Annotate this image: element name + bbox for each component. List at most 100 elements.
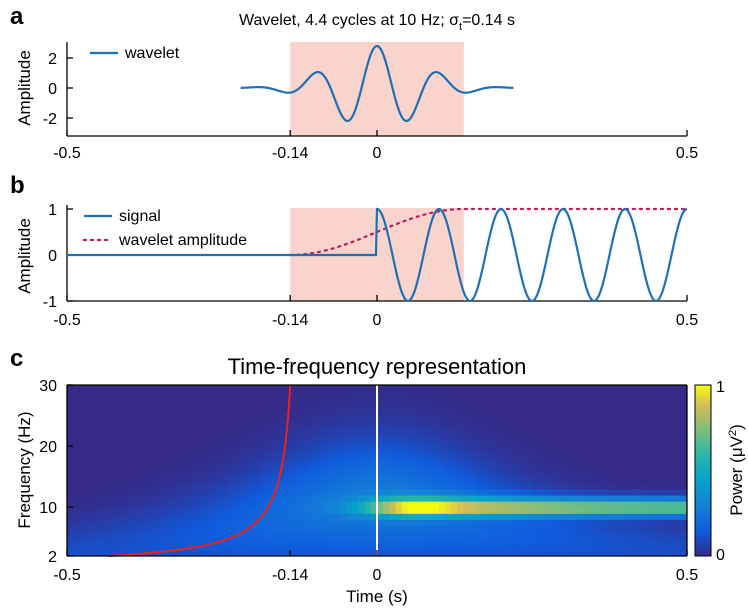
heatmap-cell <box>141 433 149 441</box>
heatmap-cell <box>612 482 620 490</box>
heatmap-cell <box>346 537 353 545</box>
heatmap-cell <box>432 531 440 539</box>
heatmap-cell <box>587 385 595 392</box>
heatmap-cell <box>333 513 341 520</box>
heatmap-cell <box>364 385 372 392</box>
panel-b-axes: -0.5 -0.14 0 0.5-101 <box>43 202 698 329</box>
heatmap-cell <box>457 494 465 502</box>
heatmap-cell <box>519 452 527 459</box>
heatmap-cell <box>85 397 93 404</box>
heatmap-cell <box>141 488 149 496</box>
heatmap-cell <box>612 494 620 502</box>
heatmap-cell <box>556 421 564 429</box>
heatmap-cell <box>383 397 390 404</box>
heatmap-cell <box>67 433 74 441</box>
heatmap-cell <box>197 427 204 435</box>
heatmap-cell <box>519 391 527 398</box>
heatmap-cell <box>240 476 248 484</box>
heatmap-cell <box>79 452 87 459</box>
heatmap-cell <box>525 501 533 508</box>
heatmap-cell <box>339 433 347 441</box>
heatmap-cell <box>364 494 372 502</box>
heatmap-cell <box>451 482 459 490</box>
heatmap-cell <box>544 525 552 533</box>
heatmap-cell <box>612 385 620 392</box>
heatmap-cell <box>513 501 521 508</box>
heatmap-cell <box>377 513 384 520</box>
heatmap-cell <box>98 470 105 478</box>
heatmap-cell <box>141 537 149 545</box>
heatmap-cell <box>420 513 428 520</box>
heatmap-cell <box>91 427 99 435</box>
heatmap-cell <box>352 549 359 556</box>
heatmap-cell <box>67 446 74 453</box>
heatmap-cell <box>104 537 111 545</box>
heatmap-cell <box>271 470 279 478</box>
heatmap-cell <box>339 470 347 478</box>
heatmap-cell <box>401 464 409 472</box>
heatmap-cell <box>141 494 149 502</box>
heatmap-cell <box>290 397 297 404</box>
heatmap-cell <box>302 470 310 478</box>
heatmap-cell <box>333 439 341 447</box>
heatmap-cell <box>364 525 372 533</box>
heatmap-cell <box>643 385 651 392</box>
heatmap-cell <box>618 458 626 465</box>
heatmap-cell <box>507 531 514 539</box>
heatmap-cell <box>166 397 173 404</box>
heatmap-cell <box>401 385 409 392</box>
heatmap-cell <box>556 507 564 514</box>
heatmap-cell <box>327 446 335 453</box>
heatmap-cell <box>538 439 545 447</box>
heatmap-cell <box>308 488 316 496</box>
heatmap-cell <box>408 476 415 484</box>
heatmap-cell <box>569 501 576 508</box>
heatmap-cell <box>315 403 322 411</box>
heatmap-cell <box>79 470 87 478</box>
heatmap-cell <box>631 513 638 520</box>
heatmap-cell <box>265 415 273 423</box>
heatmap-cell <box>544 476 552 484</box>
heatmap-cell <box>594 513 601 520</box>
heatmap-cell <box>246 415 254 423</box>
heatmap-cell <box>209 507 217 514</box>
heatmap-cell <box>308 543 316 551</box>
heatmap-cell <box>377 476 384 484</box>
heatmap-cell <box>284 397 291 404</box>
heatmap-cell <box>153 476 161 484</box>
heatmap-cell <box>482 537 490 545</box>
heatmap-cell <box>445 415 452 423</box>
heatmap-cell <box>420 464 428 472</box>
heatmap-cell <box>662 525 669 533</box>
heatmap-cell <box>494 531 502 539</box>
heatmap-cell <box>463 421 471 429</box>
heatmap-cell <box>426 446 434 453</box>
heatmap-cell <box>370 531 378 539</box>
heatmap-cell <box>395 476 403 484</box>
heatmap-cell <box>160 494 167 502</box>
heatmap-cell <box>451 519 459 527</box>
heatmap-cell <box>178 391 186 398</box>
heatmap-cell <box>327 439 335 447</box>
heatmap-cell <box>364 470 372 478</box>
heatmap-cell <box>625 397 632 404</box>
heatmap-cell <box>302 403 310 411</box>
heatmap-cell <box>457 470 465 478</box>
colorbar: 1 0 Power (μV2) <box>694 379 746 564</box>
heatmap-cell <box>85 439 93 447</box>
heatmap-cell <box>104 488 111 496</box>
heatmap-cell <box>246 470 254 478</box>
heatmap-cell <box>215 549 223 556</box>
heatmap-cell <box>91 537 99 545</box>
heatmap-cell <box>122 427 130 435</box>
heatmap-cell <box>85 409 93 417</box>
heatmap-cell <box>333 458 341 465</box>
heatmap-cell <box>290 525 297 533</box>
heatmap-cell <box>290 433 297 441</box>
heatmap-cell <box>104 391 111 398</box>
heatmap-cell <box>432 464 440 472</box>
heatmap-cell <box>662 427 669 435</box>
heatmap-cell <box>656 433 663 441</box>
heatmap-cell <box>656 446 663 453</box>
heatmap-cell <box>457 421 465 429</box>
